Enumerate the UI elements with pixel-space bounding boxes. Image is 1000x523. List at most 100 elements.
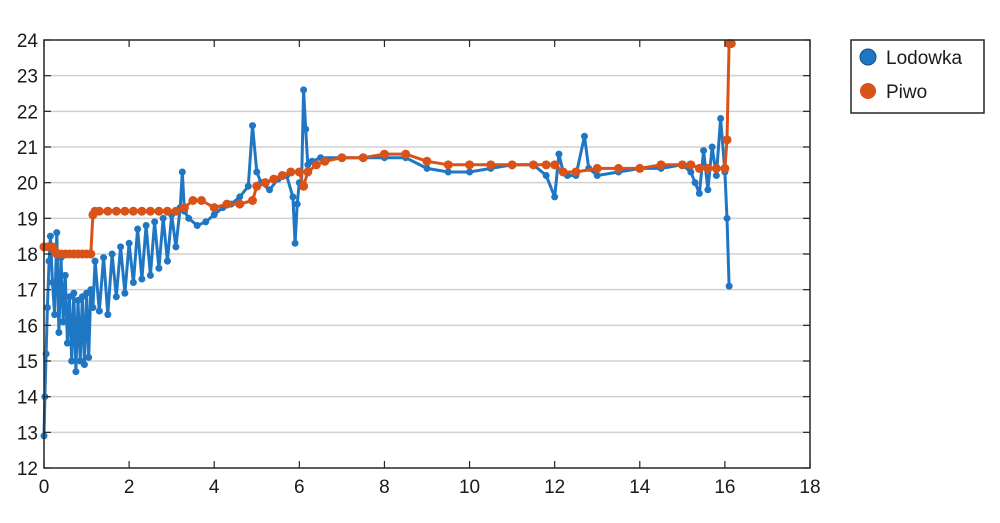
data-point: [558, 167, 568, 177]
data-point: [112, 293, 120, 301]
series-layer: [39, 39, 736, 440]
data-point: [266, 186, 274, 194]
data-point: [103, 206, 113, 216]
data-point: [63, 339, 71, 347]
data-point: [154, 206, 164, 216]
data-point: [162, 206, 172, 216]
data-point: [108, 250, 116, 258]
y-tick-label: 19: [17, 209, 38, 230]
x-tick-label: 8: [379, 477, 390, 498]
y-tick-label: 13: [17, 423, 38, 444]
data-point: [294, 167, 304, 177]
data-point: [717, 114, 725, 122]
data-point: [379, 149, 389, 159]
y-tick-label: 15: [17, 352, 38, 373]
y-tick-label: 21: [17, 138, 38, 159]
data-point: [111, 206, 121, 216]
data-point: [687, 168, 695, 176]
data-point: [291, 239, 299, 247]
y-tick-label: 20: [17, 174, 38, 195]
data-point: [236, 193, 244, 201]
data-point: [125, 239, 133, 247]
data-point: [443, 160, 453, 170]
data-point: [337, 153, 347, 163]
x-tick-label: 16: [714, 477, 735, 498]
data-point: [179, 203, 189, 213]
data-point: [720, 163, 730, 173]
data-point: [104, 311, 112, 319]
data-point: [311, 160, 321, 170]
data-point: [188, 196, 198, 205]
data-point: [80, 361, 88, 369]
data-point: [121, 289, 129, 297]
series-piwo: [39, 39, 736, 259]
data-point: [704, 186, 712, 194]
tick-marks: [43, 39, 811, 469]
x-tick-label: 0: [39, 477, 50, 498]
y-axis-tick-labels: 12 13 14 15 16 17 18 19 20 21 22 23 24: [17, 31, 39, 480]
data-point: [49, 279, 57, 287]
legend: Lodowka Piwo: [850, 39, 985, 114]
data-point: [70, 289, 78, 297]
data-point: [302, 125, 310, 133]
y-tick-label: 17: [17, 281, 38, 302]
data-point: [100, 254, 108, 262]
data-point: [695, 189, 703, 197]
data-point: [248, 196, 258, 205]
y-tick-label: 12: [17, 459, 38, 480]
data-point: [55, 328, 63, 336]
data-point: [86, 249, 96, 259]
data-point: [708, 143, 716, 151]
data-point: [61, 271, 69, 279]
x-tick-label: 2: [124, 477, 135, 498]
data-point: [422, 156, 432, 166]
data-point: [694, 163, 704, 173]
data-point: [68, 357, 76, 365]
data-point: [507, 160, 517, 170]
y-tick-label: 14: [17, 388, 39, 409]
data-point: [171, 206, 181, 216]
data-point: [593, 172, 601, 180]
data-point: [580, 132, 588, 140]
data-point: [85, 353, 93, 361]
y-tick-label: 18: [17, 245, 38, 266]
data-point: [43, 304, 51, 311]
data-point: [89, 304, 97, 311]
data-point: [555, 150, 563, 158]
data-point: [94, 206, 104, 216]
data-point: [252, 181, 262, 191]
x-tick-label: 10: [459, 477, 480, 498]
data-point: [722, 135, 732, 145]
data-point: [129, 279, 137, 287]
data-point: [712, 172, 720, 180]
data-point: [53, 229, 61, 237]
data-point: [134, 225, 142, 233]
data-point: [91, 257, 99, 265]
data-point: [656, 160, 666, 170]
data-point: [202, 218, 210, 226]
data-point: [542, 172, 550, 180]
data-point: [466, 168, 474, 176]
data-point: [286, 167, 296, 177]
data-point: [235, 199, 245, 209]
data-point: [253, 168, 261, 176]
data-point: [178, 168, 186, 176]
data-point: [691, 179, 699, 187]
data-point: [222, 199, 232, 209]
data-point: [551, 193, 559, 201]
legend-marker: [859, 48, 877, 66]
data-point: [209, 203, 219, 213]
data-point: [172, 243, 180, 251]
data-point: [528, 160, 538, 170]
x-tick-label: 6: [294, 477, 305, 498]
data-point: [138, 275, 146, 283]
data-point: [550, 160, 560, 170]
data-point: [45, 257, 53, 265]
data-point: [320, 156, 330, 166]
data-point: [260, 178, 270, 188]
data-point: [145, 206, 155, 216]
data-point: [293, 200, 301, 208]
legend-marker: [860, 83, 876, 99]
data-point: [142, 221, 150, 229]
data-point: [299, 181, 309, 191]
